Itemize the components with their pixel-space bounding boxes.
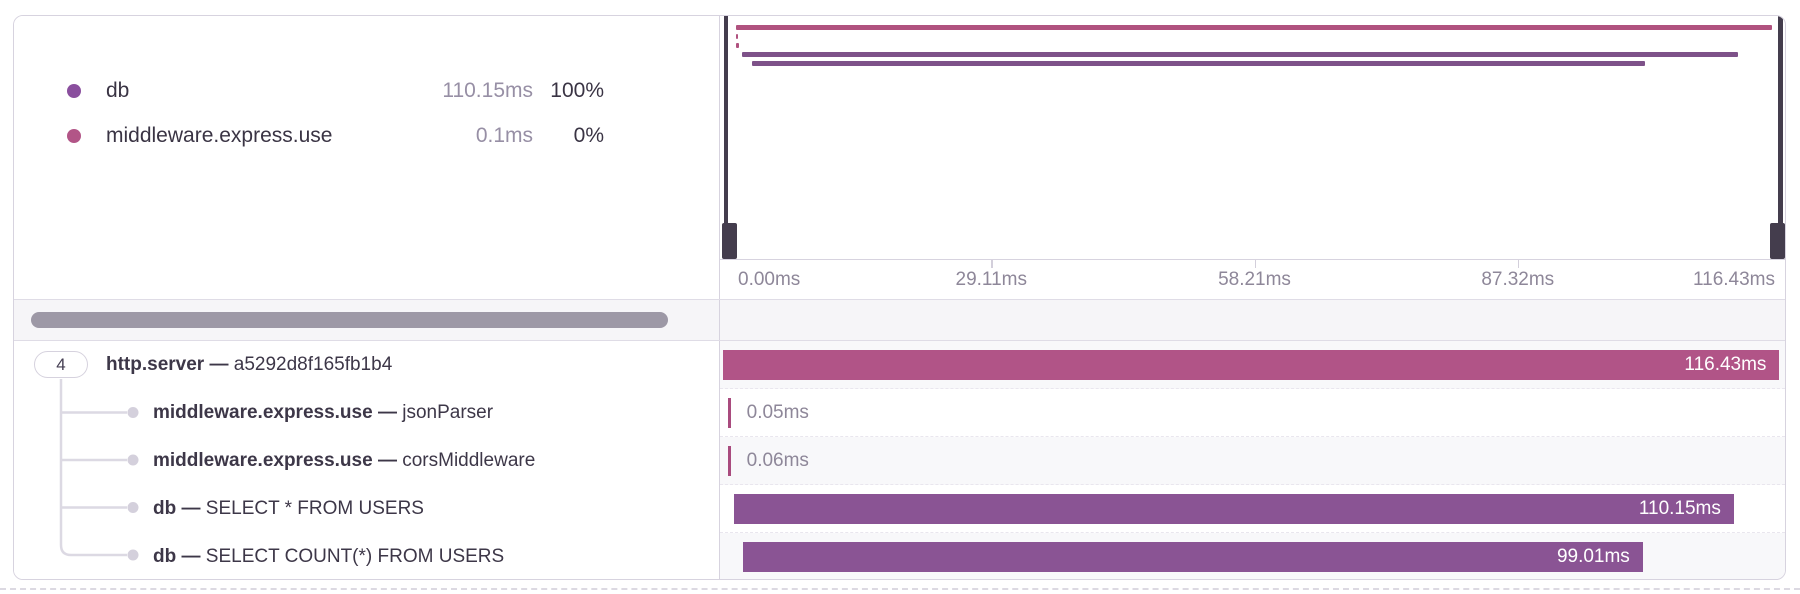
span-op: middleware.express.use xyxy=(153,402,373,423)
horizontal-scrollbar-row xyxy=(14,299,1785,341)
span-description: corsMiddleware xyxy=(402,450,536,471)
axis-label-0ms: 0.00ms xyxy=(738,268,801,290)
minimap-span-lines xyxy=(728,16,1780,259)
minimap-span-db-count xyxy=(752,61,1646,66)
minimap-right-handle-grip[interactable] xyxy=(1769,223,1785,259)
span-op: middleware.express.use xyxy=(153,450,373,471)
axis-tick xyxy=(1254,260,1256,268)
span-row-db-count[interactable]: db — SELECT COUNT(*) FROM USERS 99.01ms xyxy=(14,533,1785,579)
child-count-badge[interactable]: 4 xyxy=(34,351,88,378)
span-duration-label: 116.43ms xyxy=(1684,353,1767,375)
minimap-left-handle-grip[interactable] xyxy=(721,223,737,259)
tree-scrollbar-thumb[interactable] xyxy=(31,312,668,328)
trace-view-card: db 110.15ms 100% middleware.express.use … xyxy=(13,15,1786,580)
axis-tick xyxy=(1517,260,1520,268)
span-op: db xyxy=(153,546,177,567)
page-bottom-divider xyxy=(0,588,1800,590)
span-op: http.server xyxy=(106,354,205,375)
minimap-span-jsonparser xyxy=(735,34,739,39)
span-description: a5292d8f165fb1b4 xyxy=(233,354,393,375)
minimap-span-db-select xyxy=(741,52,1738,57)
span-row-db-select[interactable]: db — SELECT * FROM USERS 110.15ms xyxy=(14,485,1785,533)
span-description: jsonParser xyxy=(402,402,494,423)
span-duration-label: 99.01ms xyxy=(1556,546,1630,567)
span-tree: 4 http.server — a5292d8f165fb1b4 116.43m… xyxy=(14,341,1785,579)
span-description: SELECT * FROM USERS xyxy=(205,498,424,519)
span-duration-bar[interactable] xyxy=(727,445,731,476)
legend-duration: 0.1ms xyxy=(475,124,533,147)
axis-label-116ms: 116.43ms xyxy=(1692,268,1775,290)
legend-panel: db 110.15ms 100% middleware.express.use … xyxy=(14,16,720,299)
axis-label-87ms: 87.32ms xyxy=(1481,268,1555,290)
legend-label: middleware.express.use xyxy=(106,124,333,147)
span-duration-label: 110.15ms xyxy=(1638,497,1721,519)
span-description: SELECT COUNT(*) FROM USERS xyxy=(205,546,505,567)
timeline-scrollbar-track[interactable] xyxy=(720,300,1785,340)
db-span-color-dot xyxy=(67,84,81,98)
span-duration-bar[interactable]: 116.43ms xyxy=(722,349,1780,380)
tree-scrollbar-track[interactable] xyxy=(14,300,720,340)
legend-duration: 110.15ms xyxy=(442,79,533,102)
timeline-header: 0.00ms 29.11ms 58.21ms 87.32ms 116.43ms xyxy=(720,16,1785,299)
span-duration-label: 0.05ms xyxy=(746,401,809,423)
legend-percent: 100% xyxy=(550,79,604,102)
span-duration-bar[interactable]: 99.01ms xyxy=(742,542,1643,572)
trace-minimap[interactable] xyxy=(720,16,1785,259)
axis-label-29ms: 29.11ms xyxy=(955,268,1027,290)
minimap-span-corsmiddleware xyxy=(735,43,739,48)
axis-tick xyxy=(991,260,993,268)
span-row-jsonparser[interactable]: middleware.express.use — jsonParser 0.05… xyxy=(14,389,1785,437)
span-row-corsmiddleware[interactable]: middleware.express.use — corsMiddleware … xyxy=(14,437,1785,485)
legend-percent: 0% xyxy=(573,124,604,147)
span-op: db xyxy=(153,498,177,519)
span-duration-bar[interactable]: 110.15ms xyxy=(733,493,1734,524)
time-axis: 0.00ms 29.11ms 58.21ms 87.32ms 116.43ms xyxy=(720,259,1785,299)
middleware-span-color-dot xyxy=(67,129,81,143)
top-section: db 110.15ms 100% middleware.express.use … xyxy=(14,16,1785,299)
span-duration-label: 0.06ms xyxy=(746,449,809,471)
legend-item-db[interactable]: db 110.15ms 100% xyxy=(14,69,719,113)
minimap-left-handle[interactable] xyxy=(721,16,737,259)
minimap-span-http-server xyxy=(735,25,1773,30)
legend-label: db xyxy=(106,79,130,102)
legend-item-middleware[interactable]: middleware.express.use 0.1ms 0% xyxy=(14,114,719,158)
span-row-http-server[interactable]: 4 http.server — a5292d8f165fb1b4 116.43m… xyxy=(14,341,1785,389)
minimap-right-handle[interactable] xyxy=(1769,16,1785,259)
axis-label-58ms: 58.21ms xyxy=(1218,268,1291,290)
span-duration-bar[interactable] xyxy=(727,397,731,428)
